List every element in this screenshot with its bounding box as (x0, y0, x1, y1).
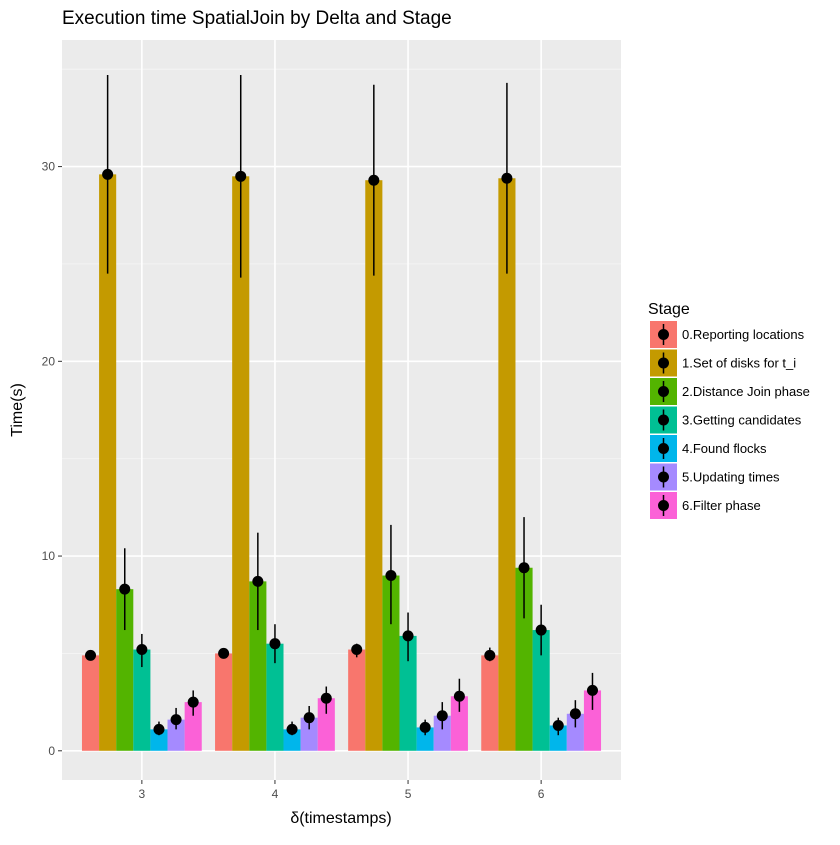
bar (167, 719, 185, 751)
x-tick-label: 3 (139, 787, 146, 801)
legend-point-glyph (658, 329, 669, 340)
bar (433, 715, 451, 751)
bar (365, 180, 383, 751)
legend-point-glyph (658, 386, 669, 397)
bar (515, 567, 533, 751)
bar (382, 575, 400, 751)
mean-point (552, 719, 564, 731)
y-tick-label: 20 (42, 354, 56, 368)
bar (99, 174, 117, 751)
bar (215, 653, 233, 751)
bar (481, 655, 499, 751)
mean-point (436, 710, 448, 722)
bar (300, 717, 318, 751)
mean-point (153, 723, 165, 735)
axis-layer: 0 10 20 30 3 4 5 6 (42, 160, 545, 801)
mean-point (102, 168, 114, 180)
mean-point (170, 714, 182, 726)
bar (532, 630, 550, 751)
legend-point-glyph (658, 500, 669, 511)
mean-point (252, 575, 264, 587)
bar (450, 696, 468, 751)
legend-point-glyph (658, 443, 669, 454)
mean-point (368, 174, 380, 186)
y-tick-label: 0 (48, 744, 55, 758)
chart-title: Execution time SpatialJoin by Delta and … (62, 8, 452, 29)
legend-label: 4.Found flocks (682, 441, 767, 456)
bar (549, 725, 567, 751)
bar (283, 729, 301, 751)
bar (266, 643, 284, 751)
bars-layer (81, 174, 602, 751)
error-bars-layer (85, 75, 598, 736)
bar (249, 581, 267, 751)
mean-point (320, 692, 332, 704)
x-tick-label: 5 (405, 787, 412, 801)
legend-label: 0.Reporting locations (682, 327, 805, 342)
bar (399, 635, 417, 751)
mean-point (303, 712, 315, 724)
bar (348, 649, 366, 751)
mean-point (119, 583, 131, 595)
mean-point (136, 644, 148, 656)
mean-point (385, 570, 397, 582)
mean-point (569, 708, 581, 720)
bar (232, 176, 250, 751)
bar (498, 178, 516, 751)
mean-point (501, 172, 513, 184)
mean-point (235, 170, 247, 182)
mean-point (419, 721, 431, 733)
legend-point-glyph (658, 357, 669, 369)
bar (317, 698, 335, 751)
mean-point (269, 638, 281, 650)
mean-point (218, 647, 230, 659)
legend-point-glyph (658, 471, 669, 483)
mean-point (351, 644, 363, 656)
legend: Stage 0.Reporting locations 1.Set of disk… (648, 301, 810, 519)
bar (583, 690, 602, 751)
y-tick-label: 10 (42, 549, 56, 563)
mean-point (484, 649, 496, 661)
bar (566, 713, 584, 751)
mean-point (85, 649, 97, 661)
y-tick-label: 30 (42, 160, 56, 174)
mean-point (535, 624, 547, 636)
legend-label: 6.Filter phase (682, 498, 761, 513)
legend-label: 3.Getting candidates (682, 413, 802, 428)
bar (116, 589, 134, 751)
mean-point (586, 684, 598, 696)
mean-point (453, 690, 465, 702)
bar (184, 702, 202, 751)
mean-point (286, 723, 298, 735)
legend-label: 2.Distance Join phase (682, 384, 810, 399)
legend-label: 1.Set of disks for t_i (682, 356, 796, 371)
mean-point (518, 562, 530, 574)
y-axis-title: Time(s) (9, 383, 26, 437)
x-axis-title: δ(timestamps) (290, 810, 391, 827)
legend-point-glyph (658, 414, 669, 426)
mean-point (187, 696, 199, 708)
bar (133, 649, 151, 751)
x-tick-label: 6 (538, 787, 545, 801)
legend-label: 5.Updating times (682, 470, 780, 485)
legend-items: 0.Reporting locations 1.Set of disks for … (650, 321, 810, 519)
bar (150, 729, 168, 751)
x-tick-label: 4 (272, 787, 279, 801)
bar (416, 727, 434, 751)
legend-title: Stage (648, 301, 690, 318)
mean-point (402, 630, 414, 642)
bar (81, 655, 100, 751)
